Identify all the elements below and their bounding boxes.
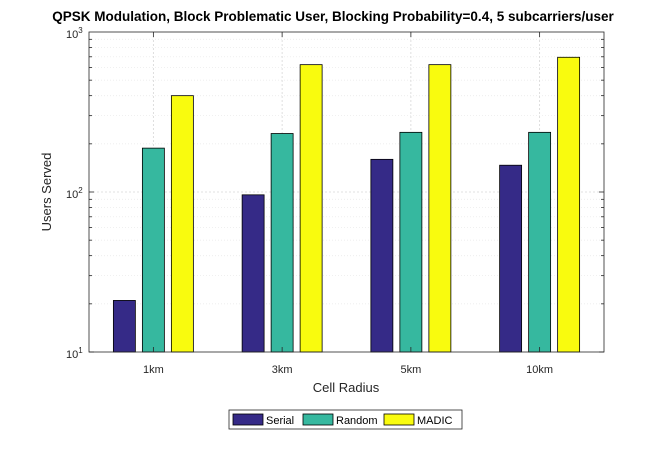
legend-swatch-serial — [232, 413, 264, 426]
x-tick-label: 10km — [526, 364, 553, 376]
bar-random-5km — [399, 131, 423, 353]
x-tick-label: 3km — [272, 364, 293, 376]
bar-serial-10km — [499, 164, 523, 353]
bar-random-3km — [270, 133, 294, 353]
axis-ticks — [89, 32, 604, 353]
bar-madic-3km — [299, 64, 323, 353]
y-tick-label: 101 — [66, 346, 83, 361]
bar-random-10km — [528, 131, 552, 353]
bar-random-1km — [141, 147, 165, 353]
bar-madic-5km — [428, 64, 452, 353]
legend-label-random: Random — [336, 415, 378, 427]
chart-title: QPSK Modulation, Block Problematic User,… — [52, 9, 614, 24]
bar-serial-3km — [241, 194, 265, 353]
bar-madic-1km — [170, 95, 194, 353]
x-tick-label: 5km — [400, 364, 421, 376]
y-tick-label: 102 — [66, 186, 83, 201]
bar-serial-5km — [370, 158, 394, 353]
bar-serial-1km — [112, 300, 136, 353]
legend-label-madic: MADIC — [417, 415, 453, 427]
y-tick-label: 103 — [66, 26, 83, 41]
x-tick-label: 1km — [143, 364, 164, 376]
bar-madic-10km — [557, 56, 581, 353]
legend: Serial Random MADIC — [228, 409, 463, 430]
x-axis-label: Cell Radius — [313, 380, 380, 395]
legend-swatch-random — [302, 413, 334, 426]
legend-label-serial: Serial — [266, 415, 294, 427]
y-tick-labels: 101 102 103 — [66, 26, 83, 361]
bars-group — [112, 56, 581, 353]
legend-swatch-madic — [383, 413, 415, 426]
y-axis-label: Users Served — [39, 153, 54, 232]
legend-items: Serial Random MADIC — [232, 413, 453, 427]
plot-area — [88, 31, 605, 353]
x-tick-labels: 1km 3km 5km 10km — [143, 364, 553, 376]
